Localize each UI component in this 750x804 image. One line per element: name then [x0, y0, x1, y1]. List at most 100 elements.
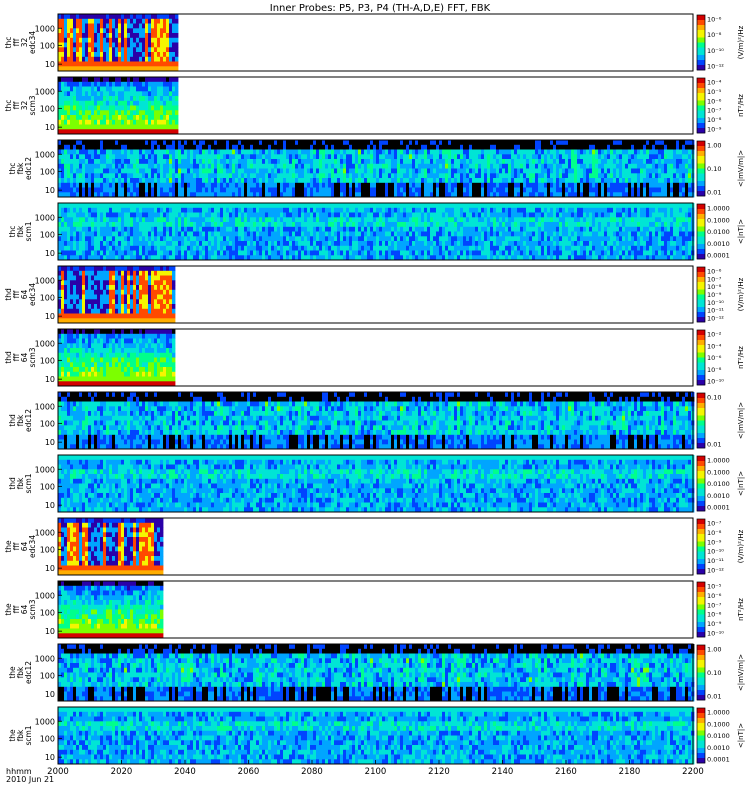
- x-tick-label: 2180: [619, 767, 641, 777]
- panel-label-line: edc12: [24, 409, 33, 432]
- colorbar-tick-label: 10⁻⁵: [707, 583, 722, 591]
- colorbar-tick-label: 0.0010: [707, 240, 730, 248]
- y-tick-label: 10: [45, 564, 55, 573]
- x-tick-label: 2080: [301, 767, 323, 777]
- colorbar-units: (V/m)²/Hz: [737, 25, 745, 59]
- panel-label: thcfbkscm1: [8, 221, 33, 241]
- heatmap-cells: [58, 455, 694, 512]
- colorbar: 0.100.01<|mV/m|>: [697, 393, 745, 449]
- colorbar-tick-label: 0.10: [707, 394, 721, 402]
- x-tick-label: 2020: [111, 767, 133, 777]
- colorbar-tick-label: 10⁻¹⁰: [707, 299, 724, 307]
- colorbar-tick-label: 10⁻⁶: [707, 97, 722, 105]
- x-tick-label: 2160: [555, 767, 577, 777]
- y-tick-label: 10: [45, 690, 55, 699]
- panel-label-line: scm1: [24, 725, 33, 745]
- x-tick-label: 2140: [492, 767, 514, 777]
- y-tick-label: 1000: [35, 717, 55, 726]
- y-tick-label: 1000: [35, 528, 55, 537]
- colorbar-tick-label: 1.0000: [707, 457, 730, 465]
- y-tick-label: 1000: [35, 402, 55, 411]
- heatmap-cells: [58, 644, 694, 701]
- y-tick-label: 100: [40, 356, 55, 365]
- y-tick-label: 10: [45, 375, 55, 384]
- panel-label-line: scm3: [28, 347, 37, 367]
- colorbar-tick-label: 10⁻⁸: [707, 283, 722, 291]
- panel-label-line: scm1: [24, 221, 33, 241]
- colorbar-units: nT²/Hz: [737, 94, 745, 117]
- colorbar-tick-label: 10⁻⁶: [707, 16, 722, 24]
- y-tick-label: 1000: [35, 87, 55, 96]
- y-tick-label: 100: [40, 41, 55, 50]
- colorbar-tick-label: 10⁻⁷: [707, 107, 722, 115]
- colorbar-tick-label: 0.0001: [707, 252, 730, 260]
- panel-group: 1000 100 10 thcfff32edc34 10⁻⁶ 10⁻⁸ 10⁻¹⁰ 10⁻¹²…: [4, 14, 745, 764]
- heatmap-cells: [58, 140, 694, 197]
- y-tick-label: 1000: [35, 24, 55, 33]
- colorbar-tick-label: 10⁻⁸: [707, 529, 722, 537]
- y-tick-label: 10: [45, 501, 55, 510]
- panel-label: thdfff64edc34: [4, 283, 37, 306]
- colorbar-units: <|nT|>: [737, 471, 745, 496]
- colorbar-tick-label: 10⁻¹⁰: [707, 378, 724, 386]
- colorbar-tick-label: 0.10: [707, 669, 721, 677]
- colorbar-tick-label: 10⁻⁸: [707, 116, 722, 124]
- colorbar-tick-label: 1.00: [707, 646, 721, 654]
- y-tick-label: 100: [40, 545, 55, 554]
- x-tick-label: 2200: [682, 767, 704, 777]
- x-footer-label: 2010 Jun 21: [6, 775, 54, 784]
- panel-2: 100010010thcfff32scm310⁻⁴10⁻⁵10⁻⁶10⁻⁷10⁻…: [4, 77, 745, 134]
- colorbar-tick-label: 10⁻⁶: [707, 268, 722, 276]
- colorbar-tick-label: 0.1000: [707, 720, 730, 728]
- heatmap-cells: [58, 203, 694, 260]
- panel-1: 100010010thcfff32edc3410⁻⁶10⁻⁸10⁻¹⁰10⁻¹²…: [4, 14, 745, 71]
- y-tick-label: 1000: [35, 591, 55, 600]
- colorbar: 1.000.100.01<|mV/m|>: [697, 141, 745, 197]
- y-tick-label: 10: [45, 438, 55, 447]
- colorbar-units: <|mV/m|>: [737, 654, 745, 691]
- panel-label-line: edc34: [28, 31, 37, 54]
- y-tick-label: 10: [45, 312, 55, 321]
- colorbar-tick-label: 10⁻⁷: [707, 275, 722, 283]
- y-tick-label: 1000: [35, 339, 55, 348]
- colorbar-tick-label: 10⁻⁷: [707, 520, 722, 528]
- y-tick-label: 10: [45, 249, 55, 258]
- heatmap-cells: [58, 581, 163, 638]
- colorbar-units: <|mV/m|>: [737, 150, 745, 187]
- y-tick-label: 10: [45, 753, 55, 762]
- panel-label-line: scm3: [28, 599, 37, 619]
- panel-label: thefbkedc12: [8, 661, 33, 684]
- colorbar-tick-label: 0.0001: [707, 756, 730, 764]
- colorbar-tick-label: 0.0100: [707, 732, 730, 740]
- colorbar-units: <|nT|>: [737, 219, 745, 244]
- colorbar-tick-label: 0.0001: [707, 504, 730, 512]
- y-tick-label: 10: [45, 123, 55, 132]
- colorbar-units: (V/m)²/Hz: [737, 277, 745, 311]
- colorbar-tick-label: 1.00: [707, 142, 721, 150]
- colorbar-tick-label: 10⁻⁹: [707, 620, 722, 628]
- figure-title: Inner Probes: P5, P3, P4 (TH-A,D,E) FFT,…: [270, 3, 491, 14]
- y-tick-label: 100: [40, 734, 55, 743]
- y-tick-label: 100: [40, 671, 55, 680]
- colorbar-tick-label: 10⁻⁴: [707, 79, 722, 87]
- colorbar-tick-label: 10⁻⁹: [707, 538, 722, 546]
- colorbar-tick-label: 0.0010: [707, 744, 730, 752]
- panel-label-line: edc34: [28, 535, 37, 558]
- colorbar-tick-label: 1.0000: [707, 709, 730, 717]
- colorbar-tick-label: 10⁻⁸: [707, 611, 722, 619]
- colorbar-tick-label: 10⁻¹²: [707, 63, 724, 71]
- colorbar-tick-label: 10⁻⁶: [707, 354, 722, 362]
- panel-label-line: scm1: [24, 473, 33, 493]
- panel-9: 100010010thefff64edc3410⁻⁷10⁻⁸10⁻⁹10⁻¹⁰1…: [4, 518, 745, 575]
- colorbar-tick-label: 0.10: [707, 165, 721, 173]
- panel-label: thcfff32edc34: [4, 31, 37, 54]
- heatmap-cells: [58, 707, 694, 764]
- colorbar-tick-label: 0.01: [707, 693, 721, 701]
- panel-12: 100010010thefbkscm11.00000.10000.01000.0…: [8, 707, 745, 764]
